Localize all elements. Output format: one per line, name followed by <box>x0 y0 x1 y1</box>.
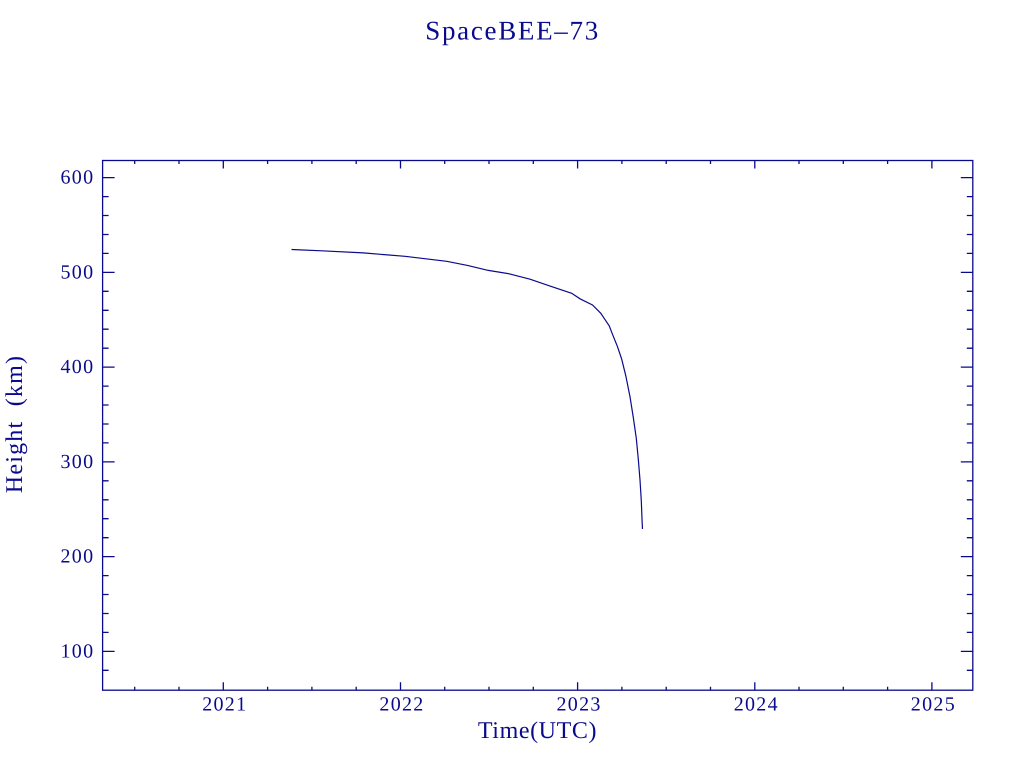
svg-text:100: 100 <box>60 640 94 662</box>
svg-text:400: 400 <box>60 356 94 378</box>
svg-text:Time(UTC): Time(UTC) <box>478 718 597 744</box>
svg-text:500: 500 <box>60 261 94 283</box>
svg-text:2024: 2024 <box>734 694 779 716</box>
svg-text:2022: 2022 <box>379 694 424 716</box>
svg-text:200: 200 <box>60 546 94 568</box>
svg-text:600: 600 <box>60 167 94 189</box>
svg-text:300: 300 <box>60 451 94 473</box>
svg-text:2025: 2025 <box>911 694 956 716</box>
svg-text:SpaceBEE–73: SpaceBEE–73 <box>425 16 600 46</box>
svg-text:2021: 2021 <box>202 694 247 716</box>
svg-text:Height (km): Height (km) <box>2 355 28 493</box>
svg-text:2023: 2023 <box>556 694 601 716</box>
